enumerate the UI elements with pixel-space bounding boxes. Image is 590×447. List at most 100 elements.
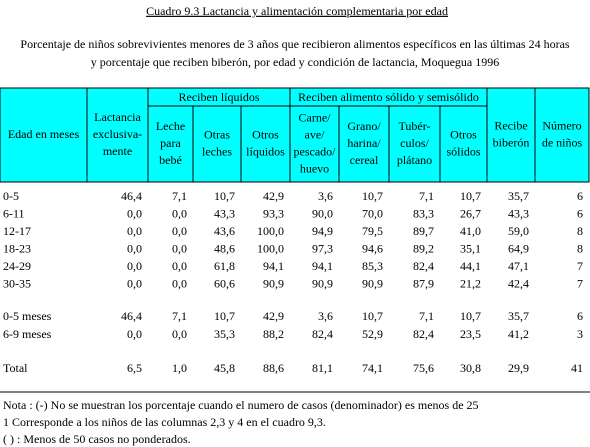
cell: 43,3 bbox=[508, 206, 529, 220]
cell: 81,1 bbox=[312, 361, 333, 375]
cell: 35,3 bbox=[214, 327, 235, 341]
column-header: pescado/ bbox=[294, 144, 337, 158]
cell: 0,0 bbox=[127, 327, 142, 341]
row-label: 6-9 meses bbox=[3, 327, 52, 341]
cell: 89,7 bbox=[413, 224, 434, 238]
cell: 97,3 bbox=[312, 241, 333, 255]
cell: 7 bbox=[577, 259, 583, 273]
cell: 87,9 bbox=[413, 276, 434, 290]
column-header: Recibe bbox=[494, 118, 527, 132]
cell: 29,9 bbox=[508, 361, 529, 375]
column-header: cereal bbox=[350, 153, 379, 167]
cell: 46,4 bbox=[121, 309, 142, 323]
cell: 43,6 bbox=[214, 224, 235, 238]
cell: 7,1 bbox=[172, 189, 187, 203]
cell: 47,1 bbox=[508, 259, 529, 273]
cell: 94,1 bbox=[312, 259, 333, 273]
header-background bbox=[0, 87, 590, 183]
row-label: 0-5 meses bbox=[3, 309, 52, 323]
cell: 30,8 bbox=[460, 361, 481, 375]
column-header: bebé bbox=[159, 153, 182, 167]
column-header: Otras bbox=[204, 127, 230, 141]
group-header: Reciben alimento sólido y semisólido bbox=[298, 90, 479, 104]
cell: 1,0 bbox=[172, 361, 187, 375]
column-header: de niños bbox=[542, 135, 583, 149]
cell: 10,7 bbox=[460, 189, 481, 203]
cell: 7 bbox=[577, 276, 583, 290]
cell: 10,7 bbox=[214, 309, 235, 323]
column-header: Grano/ bbox=[347, 119, 381, 133]
column-header: Carne/ bbox=[299, 110, 332, 124]
cell: 44,1 bbox=[460, 259, 481, 273]
cell: 82,4 bbox=[413, 259, 434, 273]
column-header: mente bbox=[103, 144, 132, 158]
column-header: Número bbox=[542, 118, 581, 132]
cell: 79,5 bbox=[362, 224, 383, 238]
cell: 35,1 bbox=[460, 241, 481, 255]
cell: 41,0 bbox=[460, 224, 481, 238]
column-header: huevo bbox=[300, 161, 329, 175]
cell: 85,3 bbox=[362, 259, 383, 273]
cell: 7,1 bbox=[172, 309, 187, 323]
column-header: leches bbox=[202, 144, 232, 158]
note: ( ) : Menos de 50 casos no ponderados. bbox=[3, 432, 191, 446]
cell: 10,7 bbox=[362, 189, 383, 203]
row-label: 18-23 bbox=[3, 241, 31, 255]
column-header: sólidos bbox=[446, 144, 480, 158]
cell: 0,0 bbox=[127, 224, 142, 238]
row-label: Total bbox=[3, 361, 28, 375]
note: Nota : (-) No se muestran los porcentaje… bbox=[3, 398, 479, 412]
row-label: 30-35 bbox=[3, 276, 31, 290]
cell: 3,6 bbox=[318, 189, 333, 203]
column-header: Otros bbox=[252, 127, 279, 141]
cell: 23,5 bbox=[460, 327, 481, 341]
cell: 0,0 bbox=[172, 206, 187, 220]
column-header: harina/ bbox=[347, 136, 381, 150]
cell: 94,1 bbox=[263, 259, 284, 273]
row-label: 0-5 bbox=[3, 189, 19, 203]
title: Cuadro 9.3 Lactancia y alimentación comp… bbox=[146, 4, 448, 18]
cell: 7,1 bbox=[419, 309, 434, 323]
column-header: ave/ bbox=[305, 127, 326, 141]
subtitle: y porcentaje que reciben biberón, por ed… bbox=[91, 55, 500, 69]
cell: 8 bbox=[577, 241, 583, 255]
cell: 48,6 bbox=[214, 241, 235, 255]
row-label: 6-11 bbox=[3, 206, 25, 220]
cell: 100,0 bbox=[257, 224, 284, 238]
cell: 0,0 bbox=[127, 259, 142, 273]
cell: 0,0 bbox=[127, 276, 142, 290]
cell: 89,2 bbox=[413, 241, 434, 255]
column-header: plátano bbox=[397, 153, 432, 167]
column-header: culos/ bbox=[400, 136, 429, 150]
row-label: 12-17 bbox=[3, 224, 31, 238]
cell: 3 bbox=[577, 327, 583, 341]
cell: 21,2 bbox=[460, 276, 481, 290]
cell: 52,9 bbox=[362, 327, 383, 341]
cell: 42,4 bbox=[508, 276, 529, 290]
column-header: para bbox=[160, 136, 181, 150]
cell: 35,7 bbox=[508, 189, 529, 203]
cell: 59,0 bbox=[508, 224, 529, 238]
cell: 6 bbox=[577, 189, 583, 203]
cell: 90,0 bbox=[312, 206, 333, 220]
cell: 82,4 bbox=[413, 327, 434, 341]
column-header: Leche bbox=[156, 119, 185, 133]
column-header: exclusiva- bbox=[93, 127, 142, 141]
cell: 88,2 bbox=[263, 327, 284, 341]
cell: 6 bbox=[577, 309, 583, 323]
cell: 0,0 bbox=[172, 259, 187, 273]
cell: 0,0 bbox=[127, 206, 142, 220]
cell: 8 bbox=[577, 224, 583, 238]
cell: 0,0 bbox=[172, 224, 187, 238]
cell: 93,3 bbox=[263, 206, 284, 220]
cell: 0,0 bbox=[172, 241, 187, 255]
cell: 82,4 bbox=[312, 327, 333, 341]
column-header: Tubér- bbox=[399, 119, 431, 133]
cell: 41 bbox=[571, 361, 583, 375]
cell: 90,9 bbox=[312, 276, 333, 290]
cell: 90,9 bbox=[362, 276, 383, 290]
cell: 83,3 bbox=[413, 206, 434, 220]
column-header: biberón bbox=[493, 135, 530, 149]
cell: 74,1 bbox=[362, 361, 383, 375]
